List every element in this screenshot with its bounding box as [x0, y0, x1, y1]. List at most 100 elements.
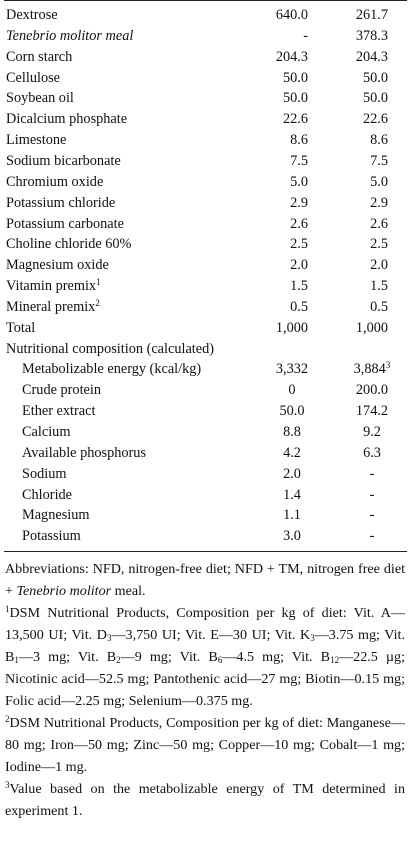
nfd-tm-value: 50.0	[362, 69, 388, 86]
nfd-tm-value: 2.9	[370, 194, 388, 211]
nfd-value: 2.0	[283, 465, 301, 482]
nfd-value: 640.0	[275, 7, 308, 23]
row-label: Magnesium oxide	[6, 257, 109, 274]
nfd-tm-value: 8.6	[370, 132, 388, 149]
table-row: Sodium bicarbonate 7.5 7.5	[0, 151, 411, 172]
nfd-tm-value: 5.0	[370, 173, 388, 190]
nfd-tm-value: -	[369, 507, 375, 524]
row-label: Soybean oil	[6, 90, 74, 107]
row-label: Mineral premix2	[6, 297, 100, 315]
row-label: Corn starch	[6, 48, 73, 65]
table-footnotes: Abbreviations: NFD, nitrogen-free diet; …	[5, 558, 405, 822]
table-row: Crude protein 0 200.0	[0, 380, 411, 401]
nfd-value: 3,332	[275, 361, 309, 378]
table-row: Corn starch 204.3 204.3	[0, 47, 411, 68]
row-label: Dicalcium phosphate	[6, 111, 128, 128]
nfd-value: 50.0	[282, 69, 308, 86]
nfd-tm-value: -	[369, 465, 375, 482]
nfd-value: 1,000	[275, 319, 309, 336]
table-row: Chloride 1.4 -	[0, 485, 411, 506]
table-bottom-rule	[4, 551, 407, 552]
nfd-tm-value: 2.0	[370, 257, 388, 274]
row-label: Limestone	[6, 132, 67, 149]
nfd-value: 0.5	[290, 298, 308, 315]
footnote-marker: 3	[385, 360, 391, 371]
nfd-value: 2.9	[290, 194, 308, 211]
row-label: Crude protein	[22, 382, 102, 399]
nfd-value: 50.0	[282, 90, 308, 107]
table-row: Calcium 8.8 9.2	[0, 422, 411, 443]
table-row: Sodium 2.0 -	[0, 464, 411, 485]
nfd-tm-value: 2.5	[370, 236, 388, 253]
total-row: Total 1,000 1,000	[0, 318, 411, 339]
nfd-value: 2.0	[290, 257, 308, 274]
row-label: Potassium	[22, 528, 81, 545]
nfd-tm-value: 3,8843	[353, 360, 391, 378]
row-label: Nutritional composition (calculated)	[6, 340, 215, 357]
nfd-tm-value: 204.3	[355, 48, 388, 65]
nfd-tm-value: 1.5	[370, 278, 388, 295]
nfd-tm-value: 50.0	[362, 90, 388, 107]
nfd-value: 50.0	[279, 403, 305, 420]
nfd-value: 8.6	[290, 132, 308, 149]
abbreviations-note: Abbreviations: NFD, nitrogen-free diet; …	[5, 561, 405, 599]
footnote-3: 3Value based on the metabolizable energy…	[5, 780, 405, 820]
table-row: Dicalcium phosphate 22.6 22.6	[0, 109, 411, 130]
table-row: Available phosphorus 4.2 6.3	[0, 443, 411, 464]
table-row: Tenebrio molitor meal - 378.3	[0, 26, 411, 47]
nfd-tm-value: 6.3	[363, 444, 381, 461]
row-label: Sodium	[22, 465, 67, 482]
table-row: Ether extract 50.0 174.2	[0, 401, 411, 422]
nfd-value: 2.6	[290, 215, 308, 232]
nfd-tm-value: 7.5	[370, 152, 388, 169]
table-row: Choline chloride 60% 2.5 2.5	[0, 234, 411, 255]
nfd-value: -	[303, 27, 308, 44]
nfd-tm-value: -	[369, 528, 375, 545]
row-label: Available phosphorus	[22, 444, 147, 461]
row-label: Potassium carbonate	[6, 215, 124, 232]
table-row: Magnesium oxide 2.0 2.0	[0, 255, 411, 276]
footnote-2: 2DSM Nutritional Products, Composition p…	[5, 714, 405, 776]
nfd-value: 8.8	[283, 424, 301, 440]
row-label: Metabolizable energy (kcal/kg)	[22, 361, 202, 378]
row-label: Choline chloride 60%	[6, 236, 132, 253]
nfd-tm-value: 261.7	[355, 7, 388, 23]
footnote-marker: 2	[95, 297, 100, 308]
nfd-value: 0	[288, 382, 296, 399]
nfd-tm-value: 0.5	[370, 298, 388, 315]
nfd-value: 204.3	[275, 48, 308, 65]
row-label: Chromium oxide	[6, 173, 104, 190]
nfd-tm-value: 378.3	[355, 27, 388, 44]
row-label: Chloride	[22, 486, 73, 503]
table-row: Chromium oxide 5.0 5.0	[0, 172, 411, 193]
nfd-tm-value: 200.0	[355, 382, 389, 399]
nfd-value: 3.0	[283, 528, 301, 545]
nfd-value: 1.5	[290, 278, 308, 295]
nfd-tm-value: 9.2	[363, 424, 381, 440]
nfd-tm-value: 174.2	[355, 403, 389, 420]
table-row: Vitamin premix1 1.5 1.5	[0, 276, 411, 297]
nfd-value: 1.4	[283, 486, 301, 503]
table-row: Mineral premix2 0.5 0.5	[0, 297, 411, 318]
nfd-value: 1.1	[283, 507, 301, 524]
nfd-tm-value: 2.6	[370, 215, 388, 232]
table-row: Potassium carbonate 2.6 2.6	[0, 214, 411, 235]
footnote-1: 1DSM Nutritional Products, Composition p…	[5, 604, 406, 710]
footnote-marker: 1	[96, 277, 101, 288]
row-label: Calcium	[22, 424, 71, 440]
table-row: Soybean oil 50.0 50.0	[0, 88, 411, 109]
table-row: Magnesium 1.1 -	[0, 505, 411, 526]
table-top-rule	[4, 0, 407, 1]
nfd-value: 22.6	[282, 111, 308, 128]
nfd-value: 2.5	[290, 236, 308, 253]
row-label: Magnesium	[22, 507, 90, 524]
nutritional-composition-header: Nutritional composition (calculated)	[0, 339, 411, 360]
table-row: Limestone 8.6 8.6	[0, 130, 411, 151]
row-label: Tenebrio molitor meal	[6, 27, 134, 44]
table-row: Metabolizable energy (kcal/kg) 3,332 3,884…	[0, 359, 411, 380]
row-label: Cellulose	[6, 69, 61, 86]
row-label: Ether extract	[22, 403, 96, 420]
nfd-tm-value: 22.6	[362, 111, 388, 128]
nfd-tm-value: -	[369, 486, 375, 503]
